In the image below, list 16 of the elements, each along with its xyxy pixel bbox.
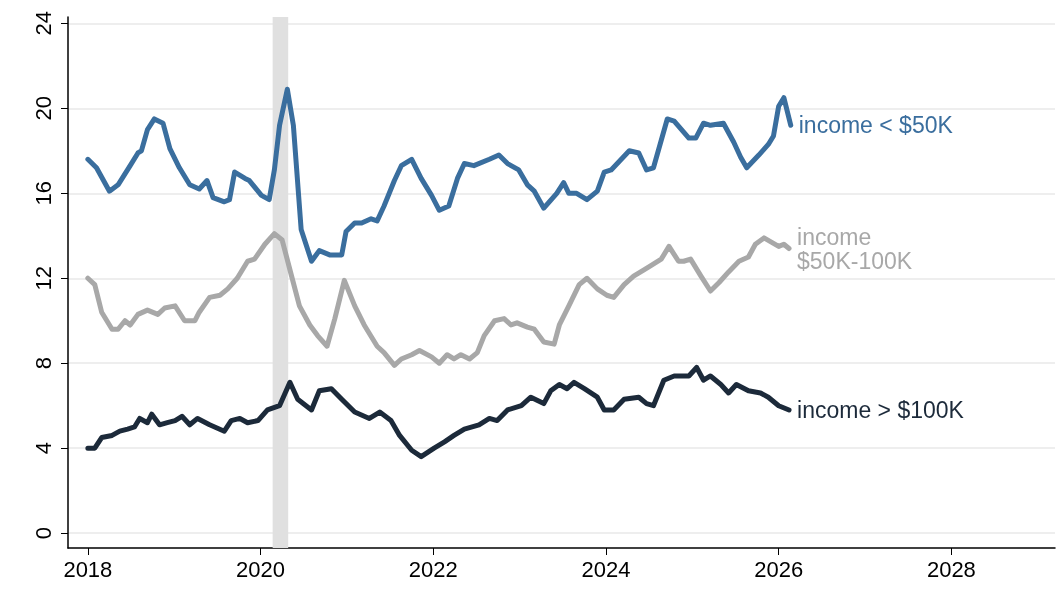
y-tick-label: 24 (30, 11, 56, 36)
x-tick-label: 2022 (408, 556, 458, 582)
y-tick-label: 20 (30, 96, 56, 121)
series-label: income > $100K (797, 396, 965, 423)
x-tick-label: 2020 (236, 556, 286, 582)
y-tick-label: 16 (30, 181, 56, 206)
x-tick-label: 2018 (63, 556, 113, 582)
y-tick-label: 4 (30, 442, 56, 455)
x-tick-label: 2026 (754, 556, 804, 582)
x-tick-label: 2028 (926, 556, 976, 582)
y-tick-label: 12 (30, 266, 56, 291)
x-tick-label: 2024 (581, 556, 631, 582)
series-label: income $50K-100K (797, 223, 913, 274)
y-tick-label: 8 (30, 357, 56, 370)
series-label: income < $50K (798, 112, 954, 139)
y-tick-label: 0 (30, 527, 56, 540)
